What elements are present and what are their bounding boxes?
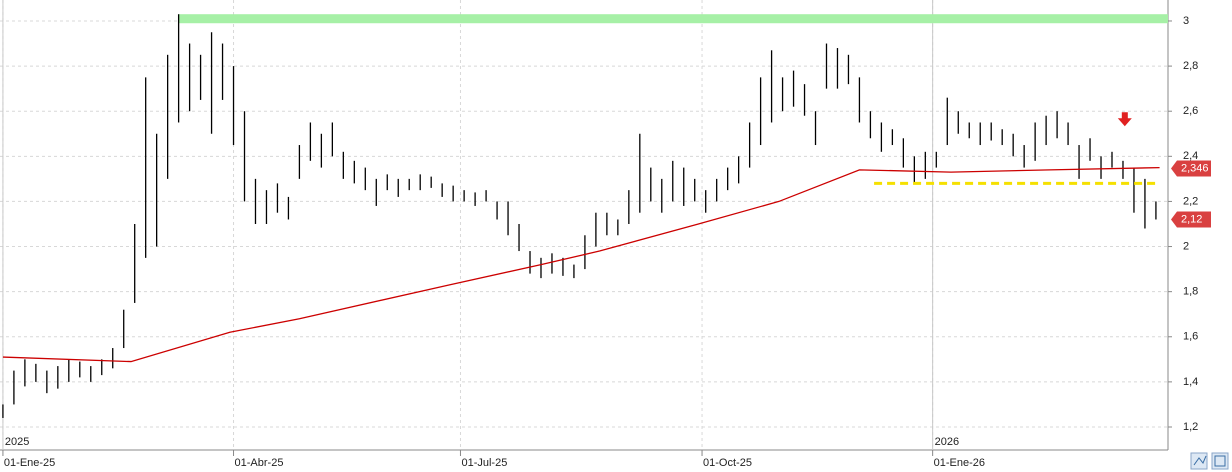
- y-tick-label: 1,6: [1183, 331, 1198, 343]
- signal-arrow: [1117, 112, 1132, 127]
- zoom-button[interactable]: [1190, 452, 1208, 470]
- price-tag-label: 2,12: [1181, 213, 1202, 225]
- y-tick-label: 2,2: [1183, 195, 1198, 207]
- moving-average: [2, 166, 1160, 363]
- x-tick-label: 01-Jul-25: [461, 457, 507, 469]
- y-tick-label: 2,8: [1183, 60, 1198, 72]
- zoom-icon: [1193, 455, 1207, 466]
- y-tick-label: 1,2: [1183, 421, 1198, 433]
- resistance-band: [178, 14, 1168, 24]
- price-tag-label: 2,346: [1181, 162, 1209, 174]
- year-label: 2025: [5, 436, 29, 448]
- y-tick-label: 2,4: [1183, 150, 1198, 162]
- price-tag: [1171, 211, 1211, 228]
- x-tick-label: 01-Oct-25: [703, 457, 752, 469]
- x-tick-label: 01-Ene-26: [934, 457, 985, 469]
- y-tick-label: 3: [1183, 15, 1189, 27]
- x-tick-label: 01-Ene-25: [4, 457, 55, 469]
- x-tick-label: 01-Abr-25: [235, 457, 284, 469]
- y-tick-label: 1,4: [1183, 376, 1198, 388]
- y-tick-label: 1,8: [1183, 286, 1198, 298]
- price-tag: [1171, 160, 1211, 177]
- y-tick-label: 2,6: [1183, 105, 1198, 117]
- year-label: 2026: [935, 436, 959, 448]
- y-tick-label: 2: [1183, 240, 1189, 252]
- save-button[interactable]: [1211, 452, 1229, 470]
- save-icon: [1214, 455, 1226, 467]
